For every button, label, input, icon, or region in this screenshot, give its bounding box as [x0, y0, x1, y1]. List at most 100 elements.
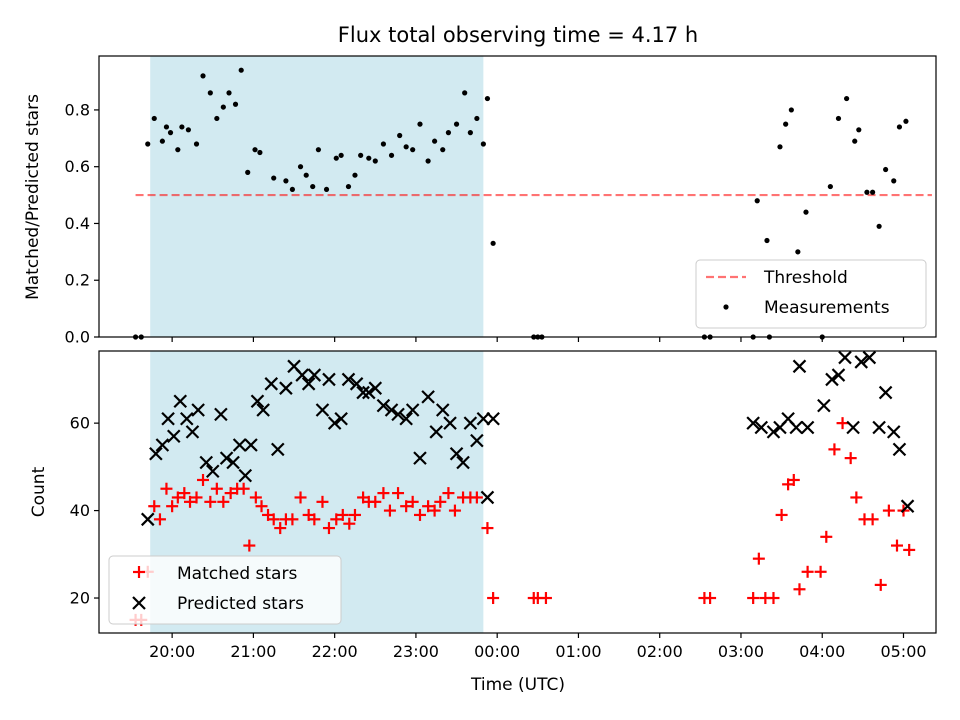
matched-point-31: [330, 513, 343, 526]
predicted-point-70: [892, 442, 907, 457]
predicted-point-16: [244, 438, 258, 452]
measurement-point-72: [856, 127, 862, 133]
matched-point-29: [316, 495, 329, 508]
matched-point-51: [470, 491, 483, 504]
bottom-legend: Matched stars Predicted stars: [108, 555, 342, 625]
predicted-point-4: [166, 429, 181, 444]
matched-point-17: [237, 482, 250, 495]
predicted-legend-label: Predicted stars: [177, 594, 304, 614]
chart-title: Flux total observing time = 4.17 h: [338, 23, 698, 47]
measurement-point-32: [352, 172, 358, 178]
predicted-point-47: [463, 416, 478, 430]
matched-point-26: [294, 491, 307, 504]
predicted-point-5: [173, 394, 188, 409]
top-panel: 0.00.20.40.60.8 Matched/Predicted stars …: [23, 55, 937, 347]
measurement-point-26: [310, 183, 316, 190]
top-y-tick-label-2: 0.4: [65, 214, 90, 233]
measurement-point-42: [425, 158, 431, 164]
predicted-point-9: [199, 455, 214, 470]
bottom-y-tick-label-1: 40: [70, 501, 90, 520]
predicted-point-42: [429, 425, 444, 439]
measurement-point-20: [257, 149, 263, 156]
top-y-tick-label-3: 0.6: [65, 157, 90, 176]
predicted-point-6: [179, 411, 194, 426]
matched-point-53: [487, 592, 500, 605]
predicted-point-29: [334, 411, 348, 426]
bottom-y-ticks: 20 40 60: [70, 414, 99, 608]
matched-point-77: [882, 504, 895, 517]
predicted-point-15: [238, 468, 253, 483]
measurement-point-28: [323, 186, 330, 193]
measurement-point-76: [883, 166, 889, 173]
measurement-point-73: [864, 189, 870, 195]
measurement-point-29: [333, 155, 339, 161]
measurement-point-16: [232, 101, 239, 107]
measurements-legend-swatch: [723, 304, 729, 310]
bottom-x-ticks: 20:00 21:00 22:00 23:00 00:00 01:00 02:00 03:00…: [149, 633, 927, 661]
predicted-point-19: [264, 377, 279, 391]
predicted-point-67: [872, 420, 886, 435]
matched-point-39: [383, 504, 396, 517]
predicted-point-37: [391, 407, 405, 422]
matched-point-46: [434, 495, 447, 508]
x-tick-label-5: 01:00: [555, 642, 601, 661]
measurement-point-9: [185, 127, 191, 133]
matched-point-72: [844, 452, 857, 465]
threshold-legend-label: Threshold: [763, 268, 848, 288]
bottom-y-axis-label: Count: [29, 466, 49, 517]
predicted-point-31: [349, 377, 364, 391]
predicted-point-54: [766, 425, 781, 439]
measurement-point-49: [474, 115, 480, 122]
measurement-point-65: [795, 249, 801, 255]
measurement-point-2: [145, 141, 151, 147]
predicted-point-48: [470, 433, 484, 448]
bottom-axes-frame: [98, 350, 937, 634]
predicted-point-45: [449, 446, 464, 461]
predicted-point-33: [362, 385, 376, 400]
measurement-point-47: [462, 90, 468, 96]
x-tick-label-7: 03:00: [718, 642, 764, 661]
predicted-stars-series: [140, 350, 915, 527]
measurement-point-33: [358, 152, 364, 158]
measurement-point-75: [876, 223, 882, 229]
measurement-point-36: [380, 141, 387, 147]
top-axes-frame: [98, 55, 937, 338]
matched-point-69: [820, 530, 833, 543]
predicted-point-24: [301, 377, 316, 391]
matched-point-22: [267, 513, 280, 526]
measurement-point-35: [372, 158, 378, 164]
measurement-point-62: [777, 144, 783, 150]
top-y-axis-label: Matched/Predicted stars: [23, 94, 43, 300]
matched-point-8: [178, 487, 191, 500]
matched-point-58: [704, 592, 717, 605]
bottom-panel: 20 40 60 20:00 21:00 22:00 23:00 00:00 01:00 02:…: [29, 350, 937, 695]
matched-point-52: [481, 522, 494, 535]
measurement-point-12: [207, 90, 213, 96]
predicted-point-27: [322, 372, 336, 387]
predicted-point-14: [232, 438, 247, 452]
predicted-legend-swatch: [132, 596, 146, 610]
bottom-y-tick-label-0: 20: [70, 589, 90, 608]
matched-point-68: [814, 565, 827, 578]
matched-point-71: [836, 417, 849, 430]
measurement-point-74: [870, 189, 876, 195]
matched-point-70: [828, 443, 841, 456]
x-tick-label-3: 23:00: [393, 642, 439, 661]
predicted-point-20: [270, 442, 285, 457]
predicted-point-2: [155, 438, 170, 452]
predicted-point-0: [140, 512, 155, 527]
predicted-point-26: [315, 403, 330, 417]
matched-point-75: [866, 513, 879, 526]
top-measurements: [132, 67, 909, 340]
predicted-point-58: [792, 359, 807, 374]
top-y-tick-label-4: 0.8: [65, 100, 90, 119]
x-tick-label-9: 05:00: [880, 642, 926, 661]
matched-point-48: [448, 504, 461, 517]
matched-point-20: [255, 500, 268, 513]
predicted-point-30: [341, 372, 356, 387]
measurement-point-71: [852, 138, 858, 144]
x-tick-label-6: 02:00: [637, 642, 683, 661]
matched-point-25: [286, 513, 299, 526]
measurement-point-11: [200, 73, 206, 79]
